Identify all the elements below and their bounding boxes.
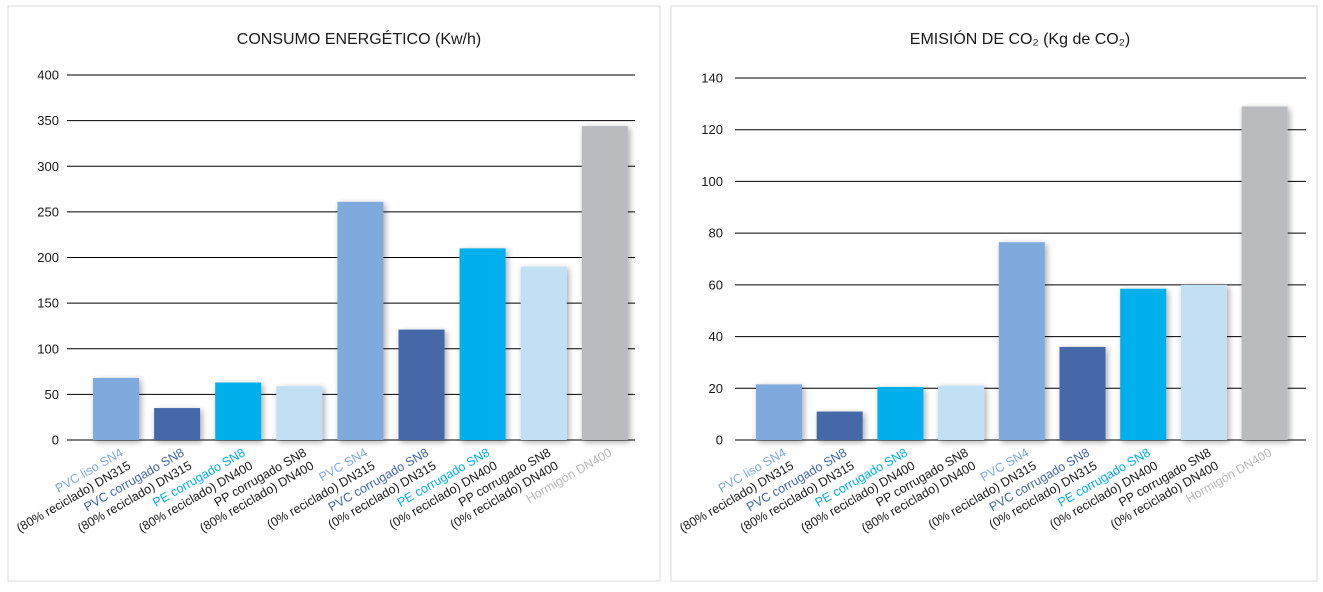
y-axis-ticks: 0 20 40 60 80 100 120 140 <box>701 71 723 448</box>
chart-title: EMISIÓN DE CO₂ (Kg de CO₂) <box>910 29 1130 48</box>
y-tick-label: 300 <box>37 159 59 174</box>
y-tick-label: 140 <box>701 71 723 86</box>
bar <box>398 329 445 440</box>
y-tick-label: 20 <box>709 381 723 396</box>
y-axis-ticks: 0 50 100 150 200 250 300 350 400 <box>37 68 59 448</box>
co2-emission-chart: EMISIÓN DE CO₂ (Kg de CO₂) 0 20 40 60 80 100 1… <box>670 5 1318 582</box>
y-tick-label: 100 <box>37 341 59 356</box>
bar <box>581 126 628 440</box>
bars <box>93 126 628 440</box>
bar <box>938 385 985 440</box>
bar <box>276 386 323 440</box>
chart-title: CONSUMO ENERGÉTICO (Kw/h) <box>237 29 481 48</box>
energy-consumption-chart: CONSUMO ENERGÉTICO (Kw/h) 0 50 100 150 200 25… <box>7 5 661 582</box>
y-tick-label: 150 <box>37 296 59 311</box>
y-tick-label: 0 <box>52 433 59 448</box>
bar <box>816 411 863 440</box>
bar <box>459 248 506 440</box>
y-tick-label: 200 <box>37 250 59 265</box>
y-tick-label: 120 <box>701 122 723 137</box>
bar <box>520 266 567 440</box>
bar <box>337 201 384 440</box>
chart-frame <box>7 5 661 582</box>
bar <box>154 408 201 440</box>
y-tick-label: 350 <box>37 113 59 128</box>
y-tick-label: 100 <box>701 174 723 189</box>
bar <box>877 386 924 440</box>
chart-frame <box>670 5 1318 582</box>
y-tick-label: 60 <box>709 277 723 292</box>
bar <box>1180 284 1227 440</box>
y-tick-label: 80 <box>709 226 723 241</box>
bar <box>1059 346 1106 440</box>
bar <box>93 377 139 440</box>
y-tick-label: 50 <box>45 387 59 402</box>
bar <box>215 382 262 440</box>
y-tick-label: 0 <box>716 433 723 448</box>
y-tick-label: 40 <box>709 329 723 344</box>
bar <box>1241 106 1288 440</box>
y-tick-label: 250 <box>37 204 59 219</box>
bars <box>756 106 1288 440</box>
bar <box>998 242 1045 440</box>
bar <box>1120 288 1167 440</box>
y-tick-label: 400 <box>37 68 59 83</box>
bar <box>756 384 802 440</box>
